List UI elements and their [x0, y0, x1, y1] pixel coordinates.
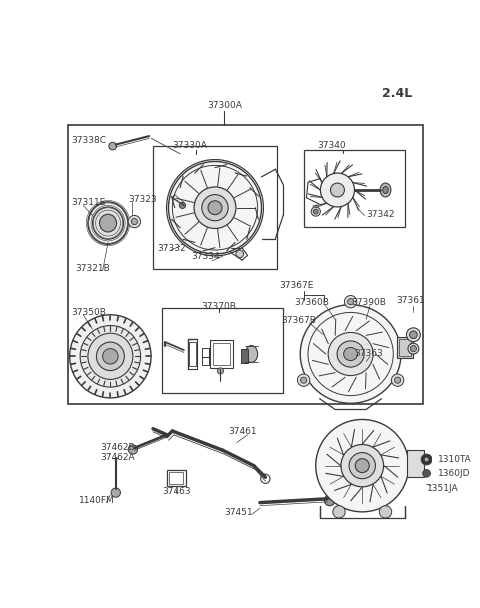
- Text: 37463: 37463: [162, 487, 191, 496]
- Text: 37390B: 37390B: [351, 298, 386, 307]
- Text: 37334: 37334: [192, 252, 220, 261]
- Circle shape: [391, 374, 404, 386]
- Text: 37300A: 37300A: [207, 102, 242, 111]
- Polygon shape: [407, 451, 424, 477]
- Ellipse shape: [208, 201, 222, 215]
- Circle shape: [379, 506, 392, 518]
- Text: 37461: 37461: [228, 427, 256, 436]
- Circle shape: [298, 374, 310, 386]
- Ellipse shape: [383, 187, 388, 193]
- Ellipse shape: [80, 325, 141, 387]
- Ellipse shape: [99, 214, 117, 232]
- Text: 37462A: 37462A: [100, 454, 135, 462]
- Circle shape: [333, 506, 345, 518]
- Ellipse shape: [355, 458, 369, 472]
- Circle shape: [409, 331, 417, 339]
- Text: 37363: 37363: [354, 348, 383, 358]
- Circle shape: [300, 377, 307, 383]
- Text: 37462B: 37462B: [100, 443, 135, 452]
- Text: 37367E: 37367E: [279, 281, 313, 290]
- Text: 37367B: 37367B: [281, 316, 316, 325]
- Text: 37340: 37340: [317, 140, 346, 150]
- Circle shape: [407, 328, 420, 342]
- Text: 37360B: 37360B: [294, 298, 329, 307]
- Ellipse shape: [168, 162, 262, 254]
- Text: 37311E: 37311E: [71, 198, 105, 207]
- Ellipse shape: [70, 315, 151, 398]
- Ellipse shape: [194, 187, 236, 229]
- Ellipse shape: [341, 444, 384, 487]
- Text: 37370B: 37370B: [202, 302, 236, 311]
- Circle shape: [311, 207, 321, 216]
- Ellipse shape: [88, 333, 133, 379]
- Text: 37338C: 37338C: [71, 136, 106, 145]
- Circle shape: [408, 344, 419, 354]
- Ellipse shape: [109, 142, 117, 150]
- Polygon shape: [397, 337, 413, 358]
- Circle shape: [424, 457, 429, 462]
- Ellipse shape: [328, 333, 373, 376]
- Text: 37342: 37342: [366, 210, 395, 219]
- Ellipse shape: [88, 202, 128, 244]
- Text: 37330A: 37330A: [173, 140, 208, 150]
- Circle shape: [410, 345, 417, 351]
- Ellipse shape: [202, 195, 228, 221]
- Circle shape: [236, 250, 244, 258]
- Text: 1351JA: 1351JA: [427, 484, 458, 493]
- Text: 37323: 37323: [128, 195, 157, 204]
- Text: 37332: 37332: [157, 244, 185, 253]
- Text: 2.4L: 2.4L: [383, 87, 413, 100]
- Text: 1360JD: 1360JD: [438, 469, 471, 478]
- Text: 37451: 37451: [224, 508, 252, 517]
- Polygon shape: [240, 350, 248, 363]
- Text: 37321B: 37321B: [75, 264, 110, 273]
- Circle shape: [345, 295, 357, 308]
- Ellipse shape: [316, 420, 409, 512]
- Circle shape: [217, 368, 224, 374]
- Circle shape: [132, 218, 137, 224]
- Circle shape: [313, 209, 318, 214]
- Circle shape: [421, 454, 432, 465]
- Ellipse shape: [96, 342, 124, 370]
- Circle shape: [395, 377, 401, 383]
- Ellipse shape: [337, 341, 364, 367]
- Circle shape: [423, 469, 431, 477]
- Ellipse shape: [380, 183, 391, 197]
- Ellipse shape: [321, 173, 355, 207]
- Text: 37361: 37361: [396, 296, 425, 305]
- Circle shape: [128, 215, 141, 228]
- Ellipse shape: [330, 183, 345, 197]
- Circle shape: [111, 488, 120, 497]
- Ellipse shape: [344, 347, 358, 361]
- Circle shape: [348, 299, 354, 305]
- Text: 37350B: 37350B: [71, 308, 106, 317]
- Ellipse shape: [103, 348, 118, 364]
- Ellipse shape: [93, 207, 123, 240]
- Ellipse shape: [300, 305, 401, 403]
- Circle shape: [324, 495, 335, 506]
- Circle shape: [128, 445, 137, 454]
- Text: 1140FM: 1140FM: [79, 497, 115, 505]
- Text: 1310TA: 1310TA: [438, 455, 472, 464]
- Circle shape: [180, 202, 186, 209]
- Ellipse shape: [349, 452, 375, 478]
- Ellipse shape: [245, 345, 258, 362]
